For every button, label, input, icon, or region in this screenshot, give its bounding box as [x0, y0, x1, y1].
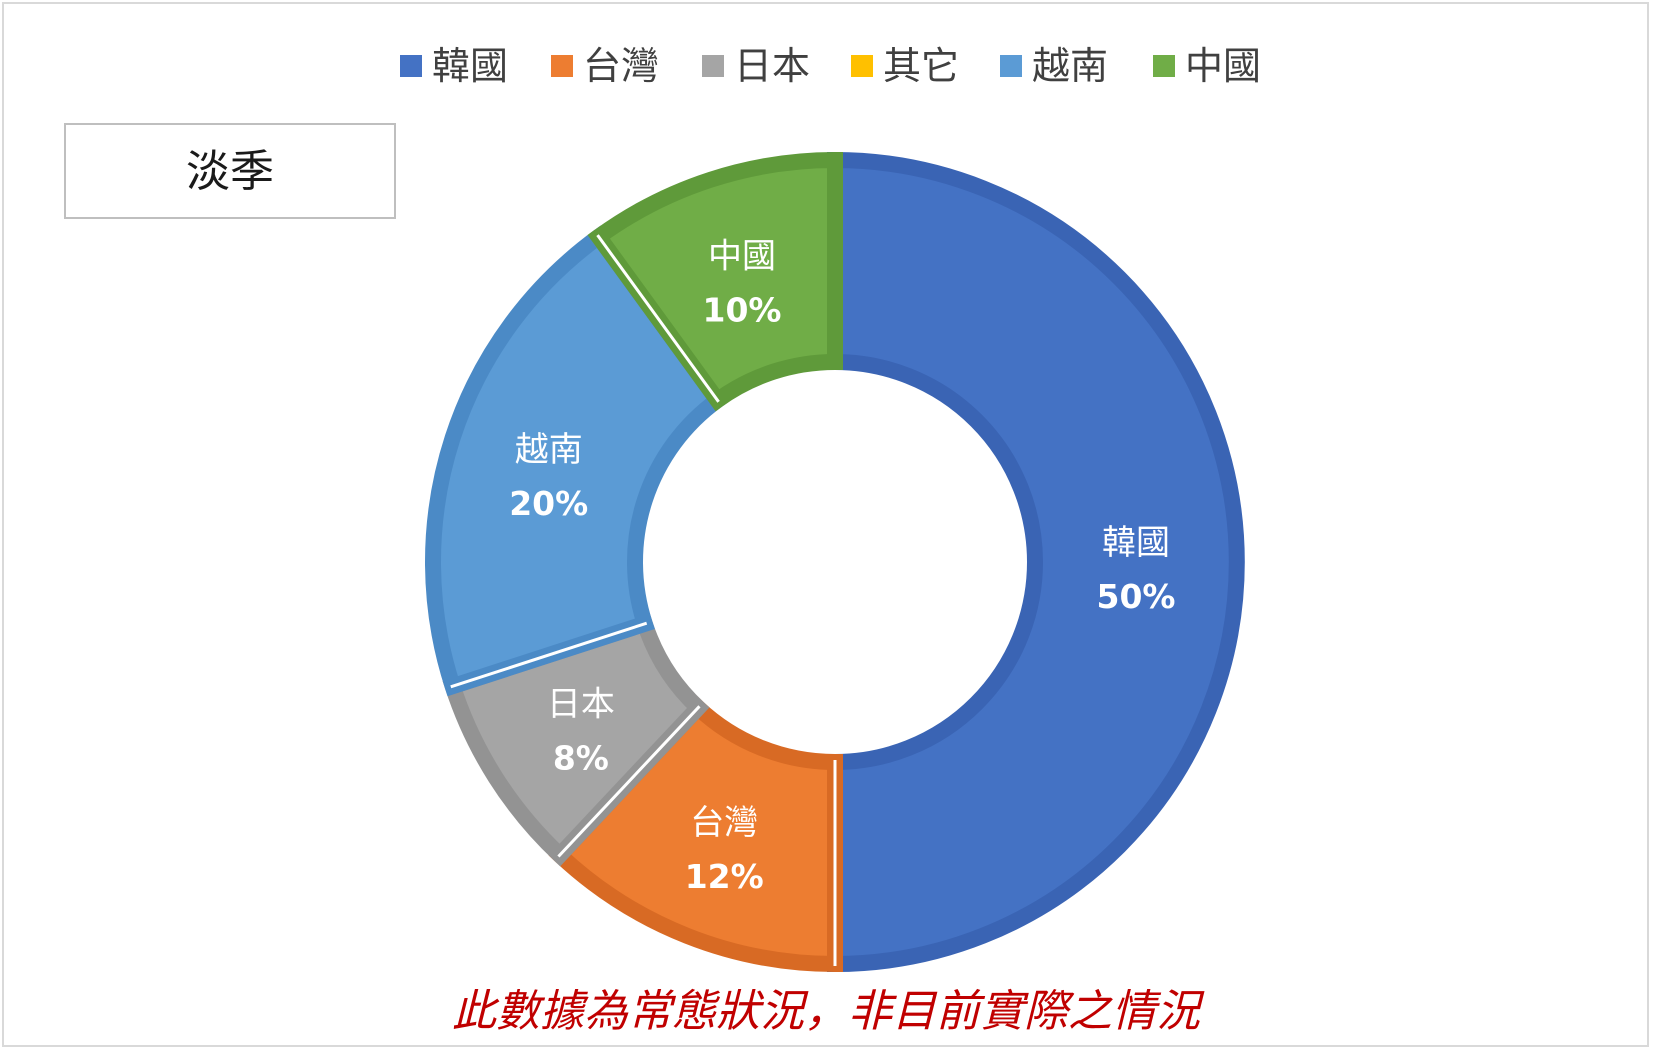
chart-legend: 韓國 台灣 日本 其它 越南 中國	[400, 44, 1261, 88]
legend-label-5: 中國	[1185, 44, 1261, 88]
legend-swatch-2	[702, 55, 724, 77]
legend-label-2: 日本	[734, 44, 810, 88]
slice-1	[548, 696, 843, 973]
slice-value-label-5: 10%	[702, 291, 781, 330]
legend-swatch-0	[400, 55, 422, 77]
legend-label-1: 台灣	[583, 44, 659, 88]
slice-category-label-5: 中國	[708, 237, 776, 277]
slice-4	[425, 225, 729, 697]
slice-value-label-4: 20%	[509, 484, 588, 523]
legend-label-3: 其它	[883, 44, 959, 88]
slice-separator-2	[557, 705, 701, 858]
legend-label-0: 韓國	[432, 44, 508, 88]
legend-swatch-5	[1153, 55, 1175, 77]
legend-swatch-1	[551, 55, 573, 77]
doughnut-slices	[425, 151, 1245, 973]
slice-5	[587, 151, 843, 412]
slice-value-label-0: 50%	[1097, 577, 1176, 616]
slice-0	[827, 151, 1245, 973]
chart-title: 淡季	[186, 146, 274, 197]
slice-category-label-0: 韓國	[1102, 523, 1170, 563]
slice-value-label-2: 8%	[553, 738, 609, 777]
slice-category-label-1: 台灣	[690, 803, 758, 843]
footnote: 此數據為常態狀況，非目前實際之情況	[452, 986, 1205, 1037]
slice-separator-5	[596, 234, 720, 403]
legend-label-4: 越南	[1032, 44, 1108, 88]
season-box: 淡季	[64, 123, 396, 219]
slice-category-label-2: 日本	[547, 684, 615, 724]
slice-value-label-1: 12%	[685, 857, 764, 896]
legend-swatch-3	[851, 55, 873, 77]
legend-swatch-4	[1000, 55, 1022, 77]
slice-category-label-4: 越南	[515, 430, 583, 470]
slice-separator-4	[450, 621, 648, 689]
slice-labels: 韓國 50% 台灣 12% 日本 8% 越南 20% 中國 10%	[509, 237, 1175, 896]
